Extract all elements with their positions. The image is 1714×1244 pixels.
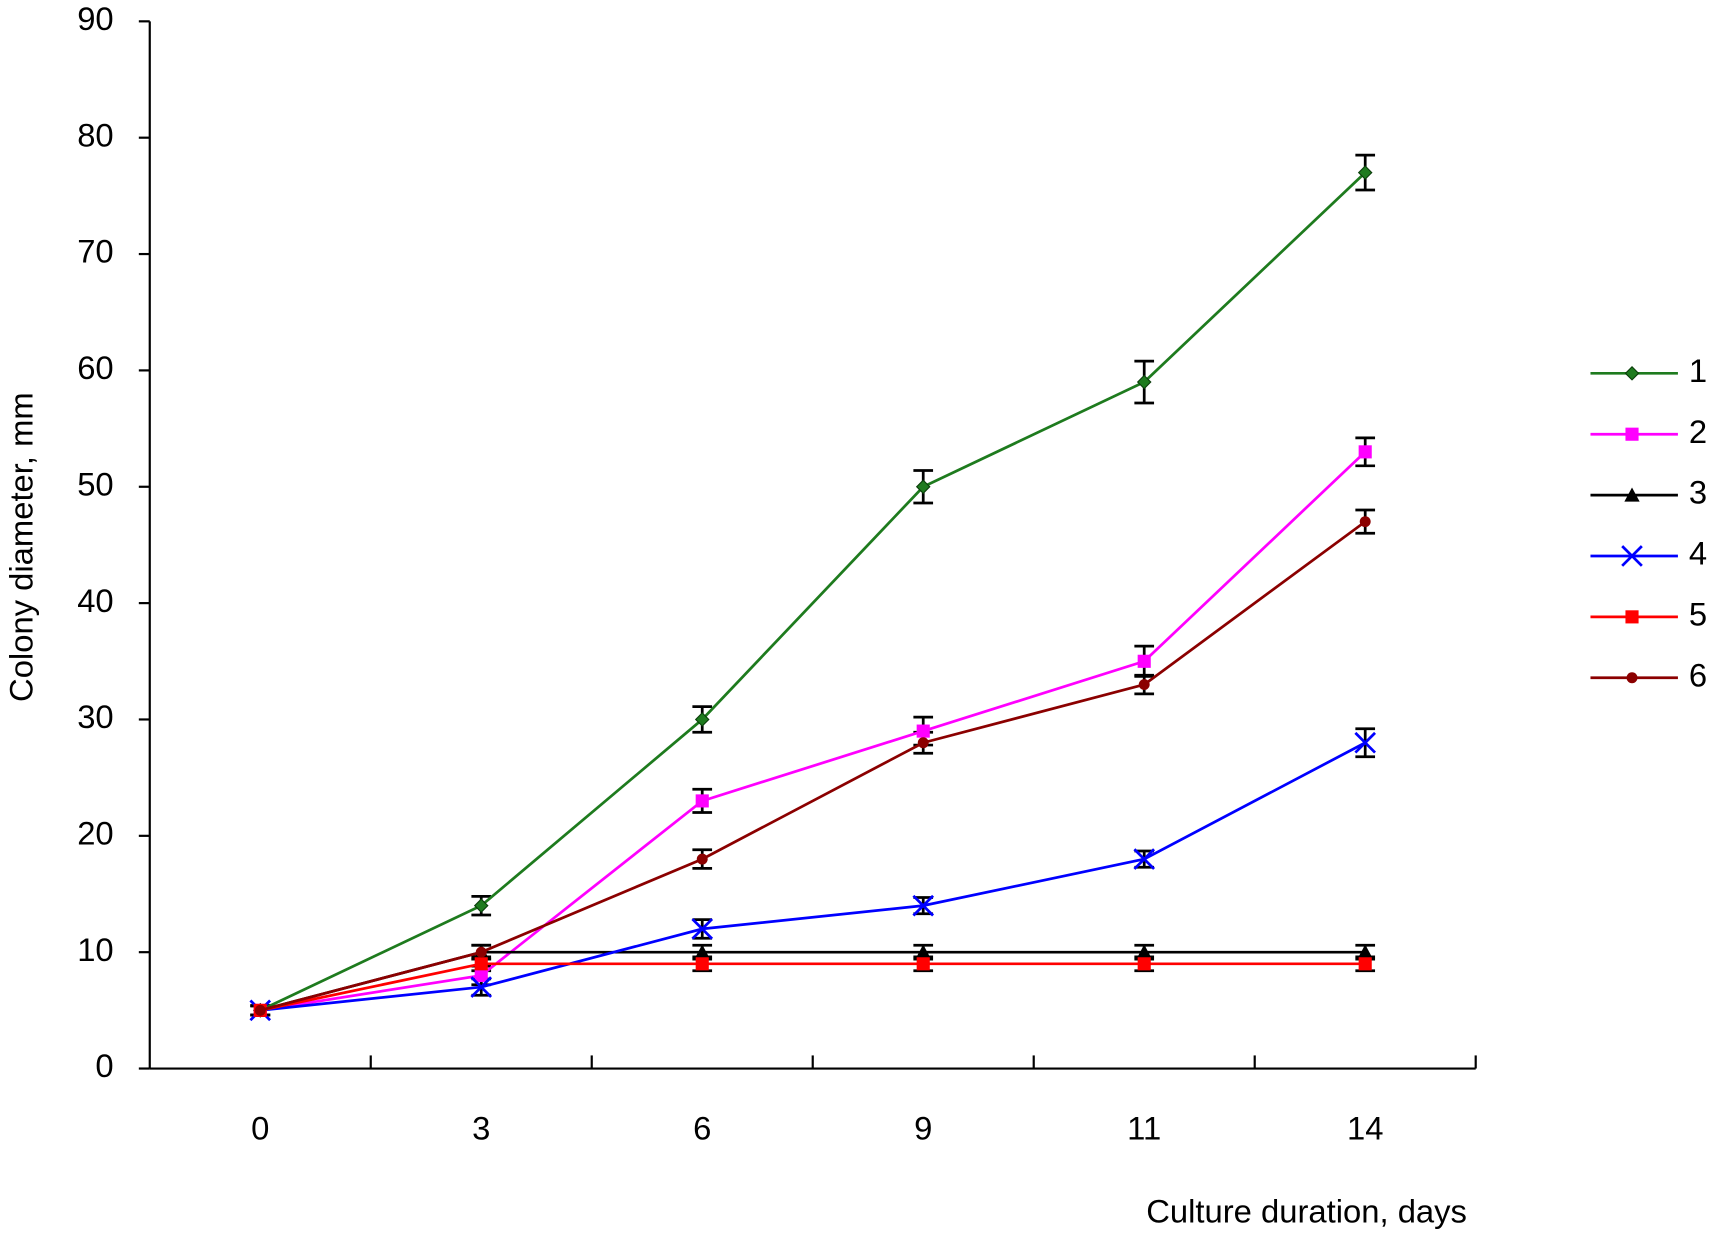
data-point: [1359, 516, 1371, 528]
data-point: [916, 724, 930, 738]
y-axis-title: Colony diameter, mm: [3, 392, 40, 702]
legend-label: 4: [1689, 535, 1707, 572]
series-line: [259, 962, 1366, 1012]
data-point: [695, 794, 709, 808]
data-point: [696, 853, 708, 865]
legend-label: 6: [1689, 656, 1707, 693]
x-tick-label: 0: [251, 1110, 269, 1147]
x-tick-label: 11: [1127, 1110, 1161, 1147]
data-point: [1138, 679, 1150, 691]
legend-marker: [1625, 427, 1639, 441]
x-axis-title: Culture duration, days: [1146, 1193, 1467, 1230]
legend-marker: [1626, 672, 1638, 684]
data-point: [1137, 957, 1151, 971]
data-point: [694, 944, 710, 959]
series-line: [259, 520, 1367, 1012]
y-tick-label: 40: [77, 582, 113, 619]
y-tick-label: 20: [77, 814, 113, 851]
data-point: [1136, 944, 1152, 959]
data-point: [474, 968, 488, 983]
y-tick-label: 30: [77, 698, 113, 735]
series-line: [260, 450, 1367, 1012]
y-tick-label: 60: [77, 349, 113, 386]
data-point: [1357, 165, 1373, 180]
data-point: [691, 918, 714, 940]
data-point: [915, 479, 931, 495]
data-point: [1354, 731, 1377, 754]
y-tick-label: 70: [77, 233, 113, 270]
legend-label: 2: [1689, 413, 1707, 450]
y-tick-label: 10: [77, 931, 113, 968]
y-tick-label: 80: [77, 116, 113, 153]
data-point: [473, 898, 489, 913]
data-point: [912, 894, 935, 917]
data-point: [1358, 957, 1372, 971]
data-point: [916, 957, 930, 971]
x-tick-label: 6: [693, 1110, 711, 1147]
x-tick-label: 3: [472, 1110, 490, 1147]
series-line: [260, 741, 1366, 1012]
data-point: [1357, 944, 1373, 959]
data-point: [1358, 445, 1372, 459]
data-point: [917, 737, 929, 749]
y-tick-label: 90: [77, 0, 113, 37]
legend-label: 1: [1689, 352, 1707, 389]
x-tick-label: 14: [1347, 1110, 1383, 1147]
legend-marker: [1624, 365, 1640, 381]
data-point: [695, 957, 709, 971]
data-point: [474, 957, 488, 971]
data-point: [1137, 654, 1151, 668]
data-point: [915, 944, 931, 959]
data-point: [694, 712, 710, 727]
legend-marker: [1624, 487, 1640, 502]
data-point: [1133, 848, 1156, 870]
legend-label: 3: [1689, 474, 1707, 511]
data-point: [1136, 374, 1152, 390]
y-tick-label: 0: [95, 1047, 113, 1084]
legend-marker: [1621, 545, 1643, 567]
y-tick-label: 50: [77, 465, 113, 502]
legend-label: 5: [1689, 596, 1707, 633]
data-point: [470, 976, 493, 998]
data-point: [475, 946, 487, 958]
x-tick-label: 9: [914, 1110, 932, 1147]
legend-marker: [1625, 610, 1639, 624]
data-point: [254, 1004, 266, 1016]
series-line: [259, 171, 1367, 1012]
series-line: [259, 950, 1366, 1012]
